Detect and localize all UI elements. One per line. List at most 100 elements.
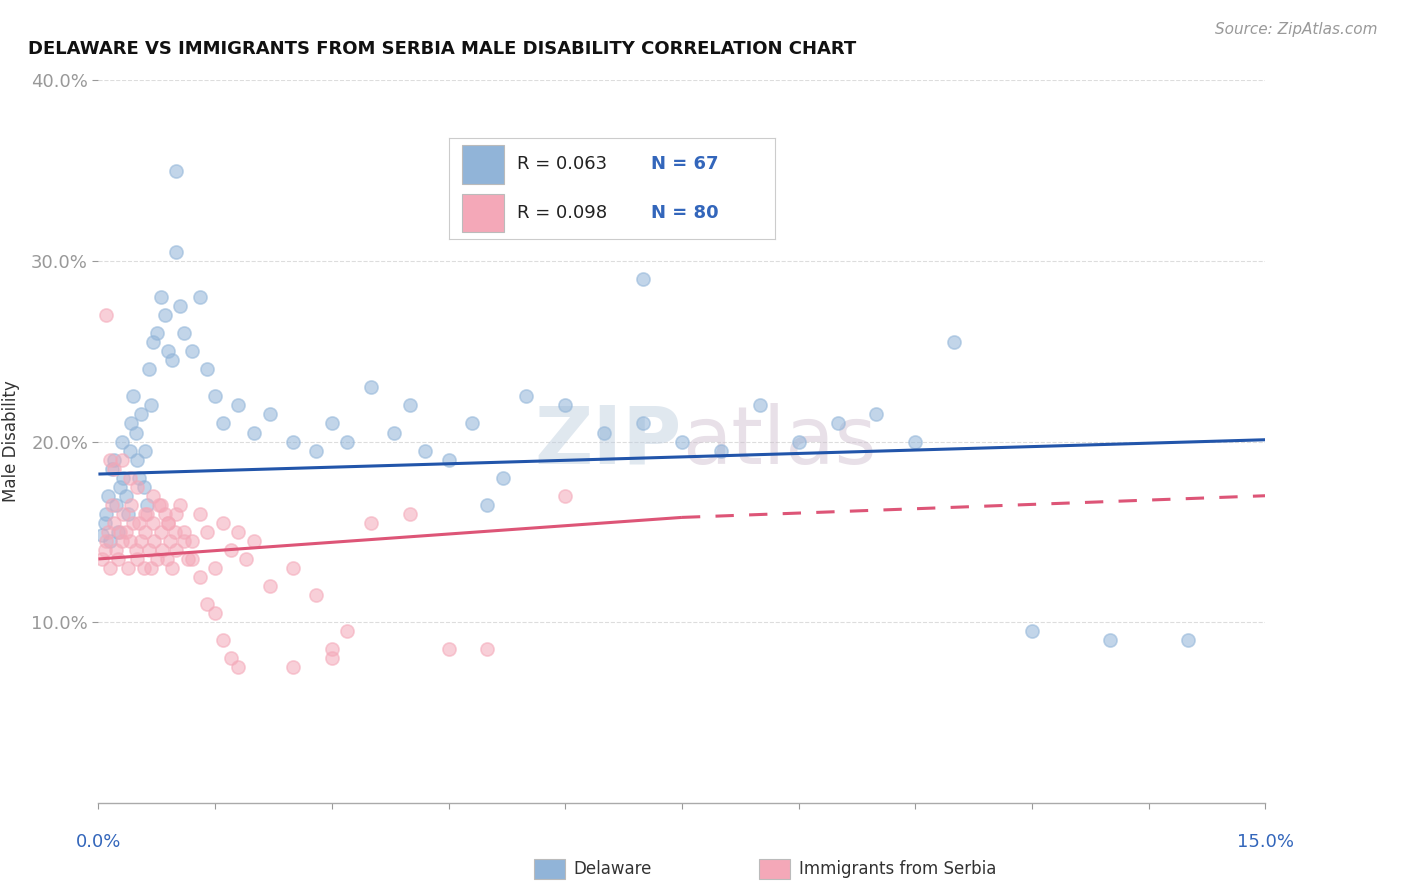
Point bbox=[212, 633, 235, 648]
Point bbox=[1177, 633, 1199, 648]
Text: 0.0%: 0.0% bbox=[76, 833, 121, 851]
Point bbox=[195, 362, 218, 376]
Point bbox=[243, 425, 266, 440]
Point bbox=[118, 443, 141, 458]
Point bbox=[180, 533, 202, 548]
Point bbox=[461, 417, 484, 431]
Point bbox=[180, 552, 202, 566]
Point bbox=[188, 507, 211, 521]
FancyBboxPatch shape bbox=[461, 194, 505, 232]
Point bbox=[128, 516, 150, 530]
Point bbox=[93, 542, 115, 557]
Point bbox=[135, 507, 157, 521]
Point bbox=[159, 533, 181, 548]
Point bbox=[204, 606, 226, 620]
Point bbox=[148, 498, 170, 512]
Point bbox=[904, 434, 927, 449]
Point bbox=[212, 516, 235, 530]
Point bbox=[107, 524, 129, 539]
Point bbox=[398, 398, 420, 412]
Point bbox=[135, 498, 157, 512]
Point bbox=[157, 516, 180, 530]
Point bbox=[188, 290, 211, 304]
Point bbox=[593, 425, 616, 440]
Point bbox=[259, 408, 281, 422]
Point bbox=[865, 408, 887, 422]
Point bbox=[107, 552, 129, 566]
Point bbox=[141, 561, 163, 575]
Point bbox=[477, 498, 499, 512]
Point bbox=[554, 398, 576, 412]
Point bbox=[96, 308, 118, 322]
Point bbox=[631, 417, 654, 431]
Point bbox=[104, 498, 127, 512]
Point bbox=[219, 542, 242, 557]
Point bbox=[97, 489, 120, 503]
Point bbox=[142, 516, 165, 530]
Point bbox=[138, 362, 160, 376]
Point bbox=[111, 434, 134, 449]
Point bbox=[515, 389, 537, 403]
Point bbox=[382, 425, 405, 440]
Point bbox=[132, 561, 155, 575]
Point bbox=[1098, 633, 1121, 648]
Point bbox=[97, 524, 120, 539]
Point bbox=[141, 398, 163, 412]
Point bbox=[104, 542, 127, 557]
Point bbox=[235, 552, 257, 566]
Point bbox=[118, 471, 141, 485]
Point bbox=[103, 461, 125, 475]
Point bbox=[162, 561, 184, 575]
Point bbox=[281, 660, 304, 674]
Point bbox=[180, 344, 202, 359]
Point bbox=[165, 163, 187, 178]
Point bbox=[157, 516, 180, 530]
Point bbox=[1021, 624, 1043, 639]
Point bbox=[129, 533, 152, 548]
Point bbox=[98, 533, 121, 548]
Point bbox=[162, 353, 184, 368]
Text: Immigrants from Serbia: Immigrants from Serbia bbox=[799, 860, 995, 878]
Point bbox=[177, 552, 200, 566]
Point bbox=[321, 417, 343, 431]
Point bbox=[146, 326, 169, 341]
Point bbox=[122, 389, 145, 403]
Point bbox=[96, 533, 118, 548]
Point bbox=[219, 651, 242, 665]
Point bbox=[671, 434, 693, 449]
Point bbox=[134, 507, 156, 521]
Text: 15.0%: 15.0% bbox=[1237, 833, 1294, 851]
Point bbox=[321, 642, 343, 657]
Point bbox=[111, 452, 134, 467]
Point bbox=[108, 524, 131, 539]
Point bbox=[156, 552, 179, 566]
Point bbox=[111, 533, 134, 548]
Point bbox=[321, 651, 343, 665]
Point bbox=[108, 480, 131, 494]
Point bbox=[93, 516, 115, 530]
Point bbox=[195, 524, 218, 539]
Point bbox=[243, 533, 266, 548]
Point bbox=[943, 335, 966, 350]
Point bbox=[120, 417, 142, 431]
Point bbox=[827, 417, 849, 431]
Point bbox=[120, 498, 142, 512]
Point bbox=[173, 533, 195, 548]
Point bbox=[125, 425, 148, 440]
Point bbox=[143, 533, 166, 548]
Point bbox=[554, 489, 576, 503]
Point bbox=[169, 299, 191, 313]
Point bbox=[112, 471, 135, 485]
Point bbox=[142, 489, 165, 503]
Point bbox=[710, 443, 733, 458]
Point bbox=[173, 326, 195, 341]
Point bbox=[228, 524, 250, 539]
Point bbox=[127, 480, 149, 494]
Point bbox=[153, 507, 176, 521]
Point bbox=[114, 489, 136, 503]
Point bbox=[98, 452, 121, 467]
Point bbox=[165, 244, 187, 259]
Point bbox=[101, 498, 124, 512]
Point bbox=[96, 507, 118, 521]
Text: N = 80: N = 80 bbox=[651, 204, 718, 222]
